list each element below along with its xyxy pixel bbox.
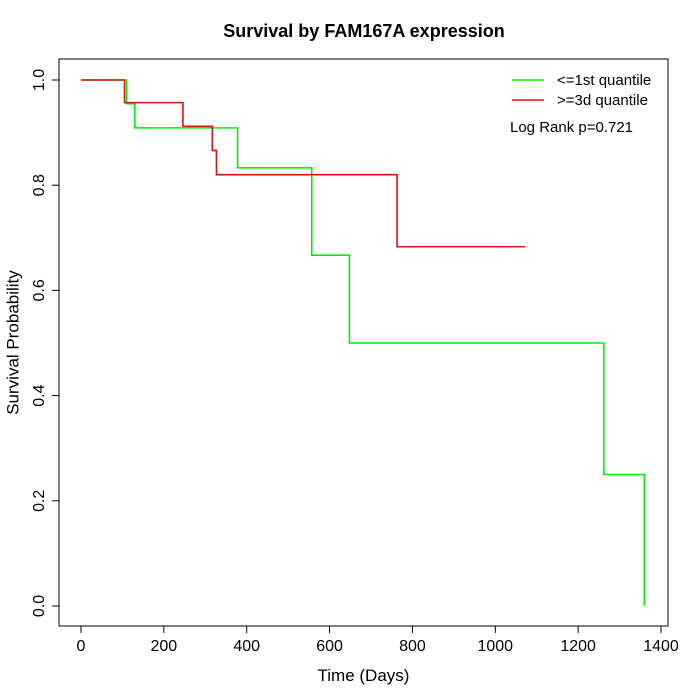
x-axis: 0 200 400 600 800 1000 1200 1400 (77, 625, 679, 655)
x-tick-label: 400 (233, 638, 260, 655)
y-tick-label: 0.0 (31, 595, 48, 617)
legend-label: >=3d quantile (557, 92, 648, 109)
x-tick-label: 1400 (643, 638, 679, 655)
x-tick-label: 1000 (477, 638, 513, 655)
series-line-2 (81, 79, 526, 248)
chart-title: Survival by FAM167A expression (223, 21, 504, 41)
x-tick-label: 0 (77, 638, 86, 655)
y-axis: 0.0 0.2 0.4 0.6 0.8 1.0 (31, 69, 60, 617)
y-tick-label: 0.4 (31, 384, 48, 406)
y-tick-label: 0.6 (31, 279, 48, 301)
series-layer (81, 79, 646, 606)
y-axis-label: Survival Probability (3, 270, 22, 415)
x-tick-label: 600 (316, 638, 343, 655)
x-axis-label: Time (Days) (318, 666, 410, 685)
y-tick-label: 1.0 (31, 69, 48, 91)
x-tick-label: 800 (399, 638, 426, 655)
x-tick-label: 1200 (560, 638, 596, 655)
series-line-1 (81, 79, 646, 606)
y-tick-label: 0.2 (31, 490, 48, 512)
y-tick-label: 0.8 (31, 174, 48, 196)
legend-label: <=1st quantile (557, 72, 651, 89)
x-tick-label: 200 (151, 638, 178, 655)
legend: <=1st quantile >=3d quantile (512, 72, 651, 109)
log-rank-annotation: Log Rank p=0.721 (510, 119, 633, 136)
